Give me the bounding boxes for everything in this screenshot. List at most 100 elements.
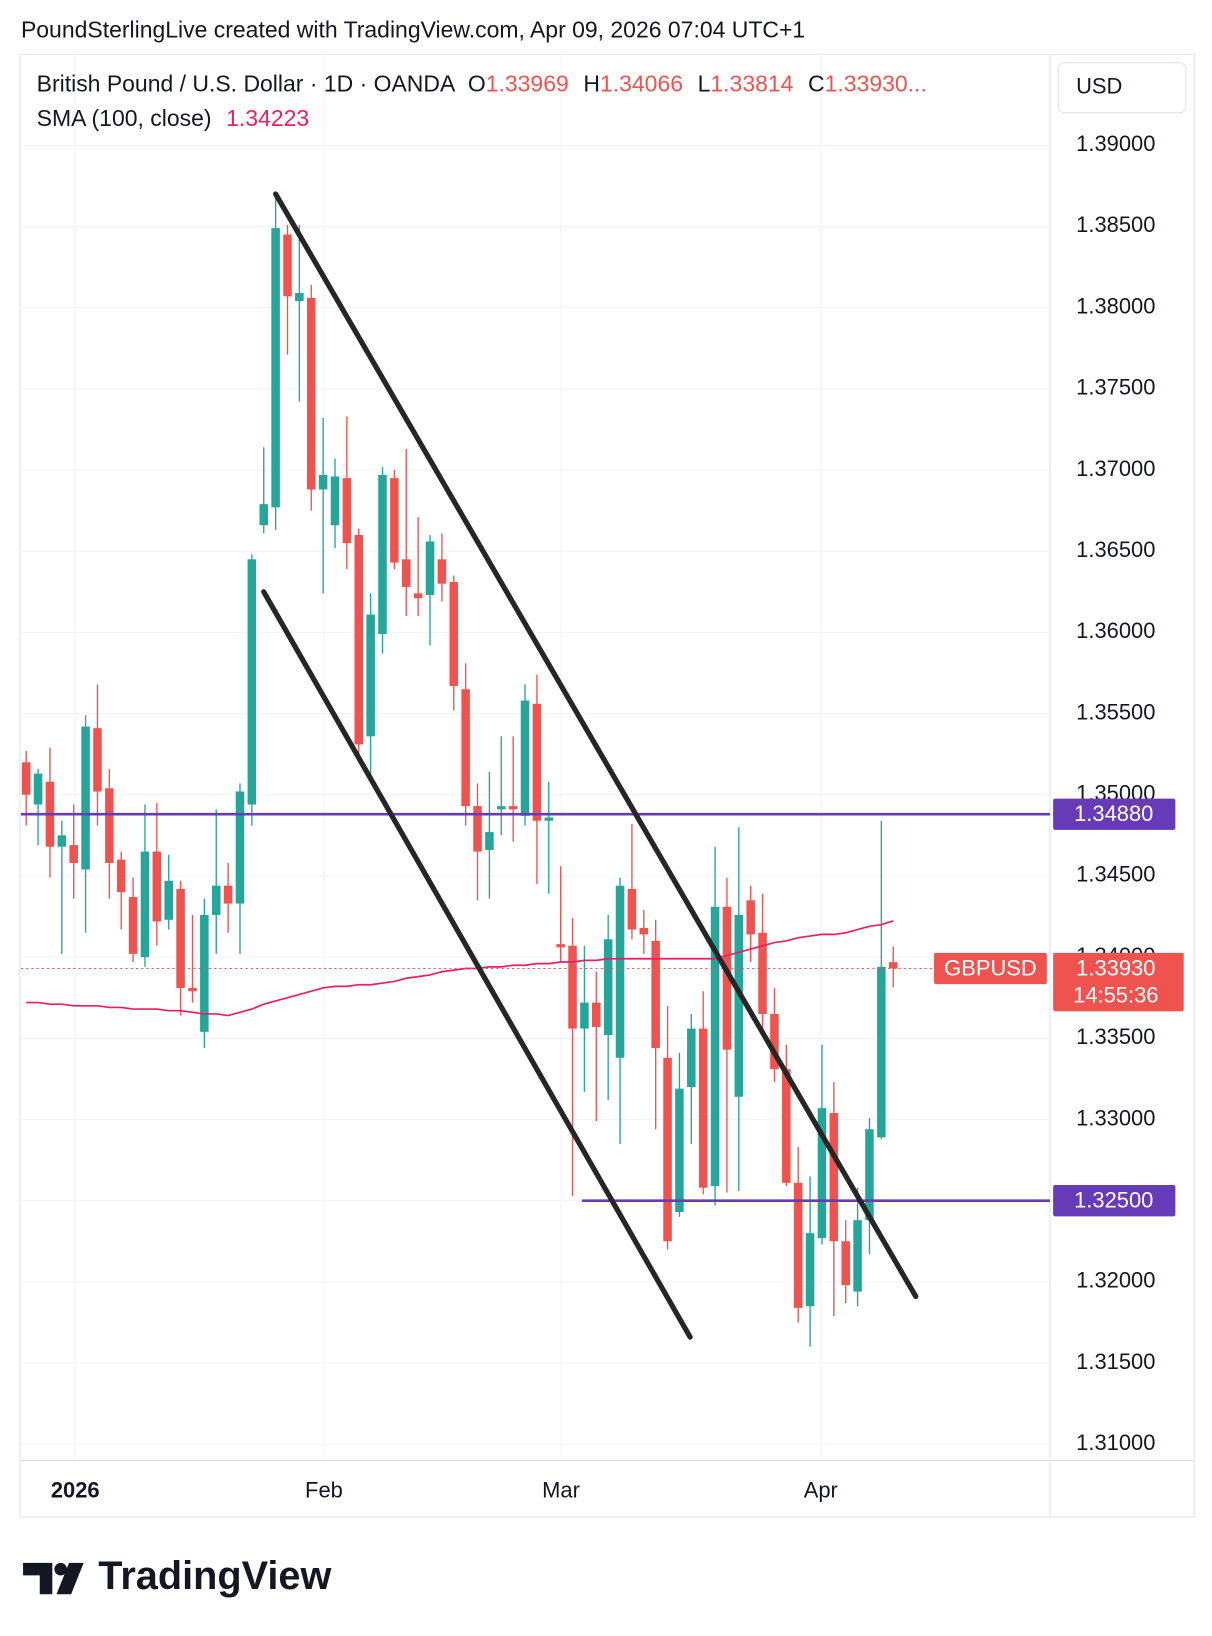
brand: TradingView — [98, 1554, 331, 1598]
y-tick-label: 1.37500 — [1076, 375, 1155, 400]
axes: 1.31000 1.31500 1.32000 1.32500 1.33000 1.335… — [51, 131, 1184, 1503]
candle-body — [235, 791, 245, 904]
candle-body — [140, 851, 150, 958]
indicator-name: SMA (100, close) — [37, 105, 212, 131]
candle-body — [105, 788, 114, 863]
y-tick-label: 1.35500 — [1076, 699, 1155, 724]
candle-body — [473, 806, 482, 852]
legend: British Pound / U.S. Dollar · 1D · OANDA… — [37, 71, 927, 131]
ohlc-value: 1.33814 — [710, 71, 793, 97]
x-tick-label: Feb — [305, 1478, 343, 1503]
y-tick-label: 1.33500 — [1076, 1024, 1155, 1049]
candle-body — [295, 293, 304, 302]
candle-body — [176, 888, 185, 988]
indicator-value: 1.34223 — [226, 105, 309, 131]
candle-body — [508, 806, 518, 810]
indicator-legend: SMA (100, close) 1.34223 — [37, 105, 310, 131]
candle-body — [520, 700, 530, 816]
candle-body — [627, 888, 637, 930]
candle-body — [128, 897, 138, 954]
candle-body — [283, 234, 292, 297]
price-tag — [1053, 1185, 1176, 1217]
currency-box[interactable] — [1057, 62, 1187, 114]
countdown-label: 14:55:36 — [1073, 982, 1158, 1007]
candle-body — [746, 900, 755, 935]
candle-body — [378, 474, 387, 635]
candle-body — [877, 966, 886, 1138]
candle-body — [485, 832, 494, 850]
x-tick-label: Mar — [542, 1478, 580, 1503]
y-tick-label: 1.33000 — [1076, 1105, 1155, 1130]
candle-body — [116, 859, 126, 893]
candle-body — [544, 817, 554, 821]
candle-body — [413, 593, 423, 599]
candle-body — [592, 1002, 601, 1027]
candle-body — [211, 885, 221, 915]
candle-body — [366, 614, 375, 737]
candle-body — [639, 927, 649, 935]
logo-dot — [54, 1562, 67, 1576]
currency[interactable]: USD — [1076, 74, 1122, 99]
symbol-tag — [934, 952, 1047, 985]
candle-body — [188, 987, 197, 992]
candle-body — [805, 1233, 815, 1307]
x-tick-label: Apr — [804, 1478, 838, 1503]
candle-body — [722, 906, 732, 1050]
ohlc-value: 1.34066 — [600, 71, 683, 97]
price-tag — [1053, 798, 1176, 830]
y-tick-label: 1.37000 — [1076, 456, 1155, 481]
candle-body — [698, 1028, 708, 1188]
candle-body — [782, 1069, 791, 1183]
candle-body — [164, 880, 173, 920]
candle-body — [425, 541, 435, 596]
price-tag-label: 1.34880 — [1074, 801, 1153, 826]
logo-mark — [23, 1562, 53, 1595]
trend-line — [273, 191, 919, 1300]
candle-body — [770, 1013, 779, 1070]
candle-body — [758, 932, 767, 1014]
candle-body — [200, 914, 209, 1032]
candle-body — [556, 944, 565, 948]
candle-body — [354, 534, 364, 745]
x-tick-label: 2026 — [51, 1478, 100, 1503]
y-tick-label: 1.36500 — [1076, 537, 1155, 562]
candle-body — [259, 504, 269, 526]
candle-body — [152, 851, 162, 922]
symbol-tag-label: GBPUSD — [944, 955, 1037, 980]
candle-body — [687, 1028, 696, 1088]
logo-slash — [56, 1562, 84, 1595]
y-tick-label: 1.31000 — [1076, 1430, 1155, 1455]
y-tick-label: 1.31500 — [1076, 1349, 1155, 1374]
candle-body — [663, 1057, 672, 1242]
last-price-tag — [1053, 952, 1184, 1012]
candle-body — [271, 228, 280, 508]
candle-body — [568, 945, 577, 1029]
candle-body — [306, 297, 316, 490]
y-tick-label: 1.38000 — [1076, 293, 1155, 318]
candle-body — [330, 476, 340, 526]
candle-body — [342, 478, 352, 544]
price-tag-label: 1.32500 — [1074, 1188, 1153, 1213]
sma-line — [26, 920, 894, 1017]
candle-body — [615, 885, 625, 1058]
header: PoundSterlingLive created with TradingVi… — [21, 16, 805, 42]
y-tick-label: 1.34500 — [1076, 862, 1155, 887]
candle-body — [449, 582, 459, 686]
symbol-name: British Pound / U.S. Dollar · 1D · OANDA — [37, 71, 456, 97]
candle-body — [888, 962, 898, 969]
candle-body — [437, 559, 447, 584]
candle-body — [33, 773, 43, 805]
candle-body — [247, 559, 257, 805]
trend-line — [261, 589, 693, 1340]
candle-body — [21, 762, 31, 795]
candle-body — [651, 940, 660, 1049]
ohlc-value: 1.33969 — [486, 71, 569, 97]
pane — [20, 191, 1050, 1347]
ohlc-key: H — [583, 71, 600, 97]
frame — [19, 53, 1195, 1518]
candle-body — [223, 885, 233, 904]
candle-body — [580, 1002, 589, 1029]
candle-body — [401, 559, 411, 587]
candle-body — [793, 1182, 803, 1308]
candle-body — [461, 689, 470, 807]
